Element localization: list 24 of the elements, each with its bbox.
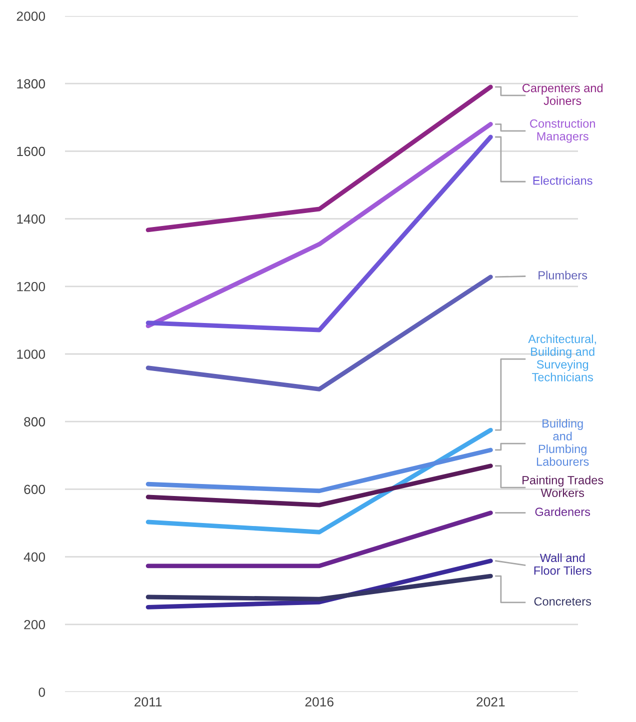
text: Carpenters and Joiners	[522, 84, 603, 105]
y-tick-label: 2000	[16, 12, 46, 21]
y-tick-label: 200	[24, 620, 46, 630]
text: Building and Plumbing Labourers	[536, 418, 589, 466]
text: Architectural, Building and Surveying Technicians	[528, 334, 596, 382]
text: Plumbers	[538, 270, 588, 280]
y-tick-label: 0	[38, 688, 46, 697]
text: Gardeners	[535, 507, 590, 516]
y-tick-label: 800	[24, 417, 46, 427]
text: Electricians	[533, 176, 592, 185]
text: Wall and Floor Tilers	[534, 553, 592, 575]
y-tick-label: 1400	[17, 214, 46, 224]
y-tick-label: 1200	[17, 282, 46, 292]
y-tick-label: 1800	[17, 79, 46, 89]
text: Painting Trades Workers	[522, 476, 604, 498]
x-tick-label: 2016	[305, 697, 334, 707]
x-tick-label: 2021	[476, 697, 505, 707]
y-tick-label: 1000	[17, 350, 46, 359]
x-tick-label: 2011	[134, 697, 162, 707]
text: Concreters	[534, 597, 592, 606]
text: Construction Managers	[530, 119, 595, 143]
y-tick-label: 600	[24, 484, 46, 494]
y-tick-label: 1600	[17, 146, 46, 156]
y-tick-label: 400	[24, 552, 46, 562]
